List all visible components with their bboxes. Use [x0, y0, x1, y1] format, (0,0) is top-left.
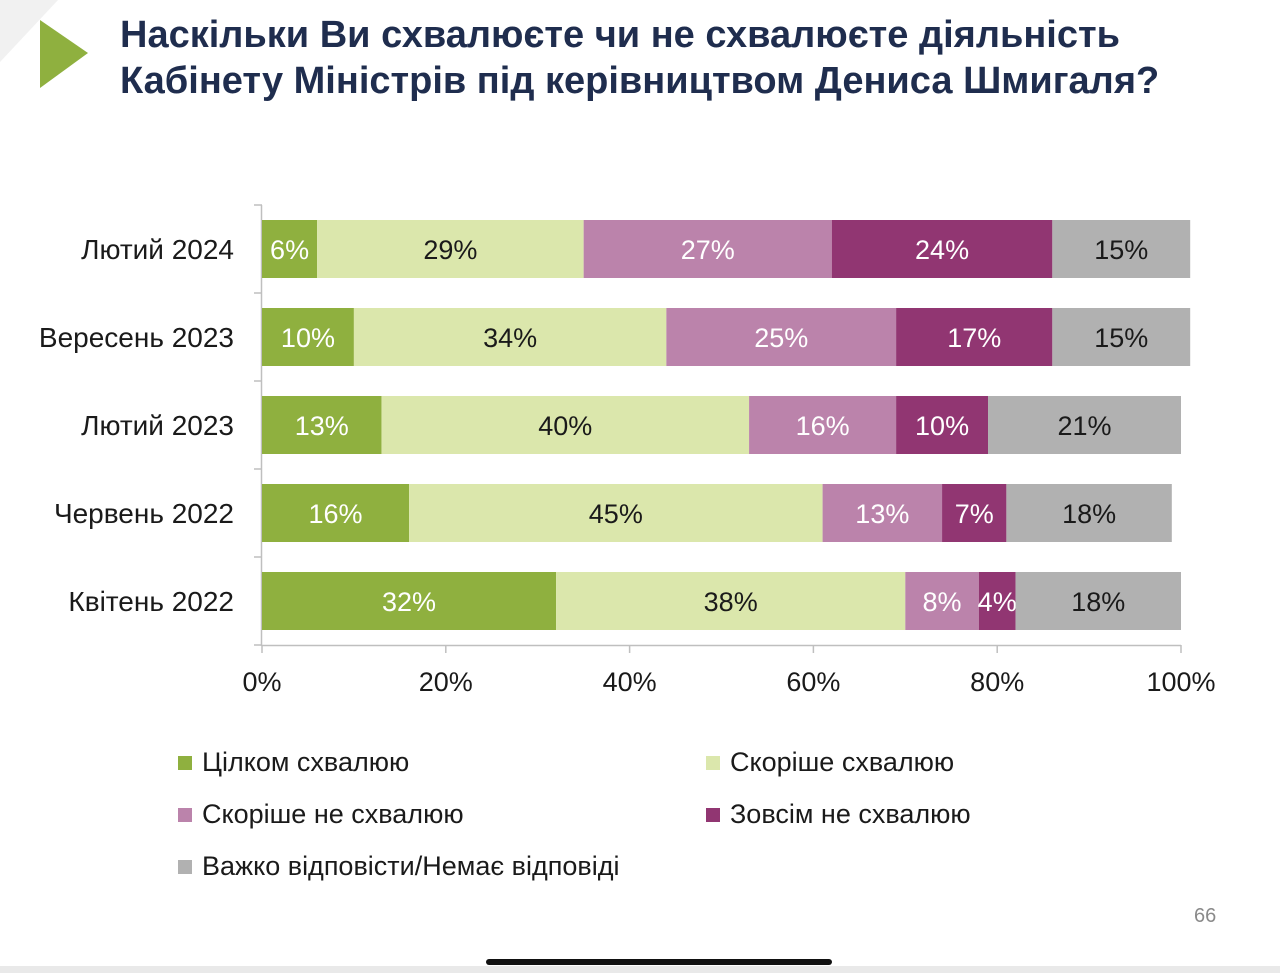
- bar-segment: [353, 308, 667, 366]
- legend-label: Важко відповісти/Немає відповіді: [202, 851, 620, 881]
- data-label: 24%: [915, 235, 969, 265]
- bar-segment: [1006, 484, 1172, 542]
- stacked-bar-chart: 0% 20% 40% 60% 80% 100% Лютий 2024 Вересень 202…: [39, 204, 1216, 697]
- data-label: 6%: [270, 235, 309, 265]
- bar-segment: [896, 396, 989, 454]
- data-label: 4%: [978, 587, 1017, 617]
- data-label: 15%: [1094, 323, 1148, 353]
- data-label: 34%: [483, 323, 537, 353]
- data-label: 8%: [923, 587, 962, 617]
- legend-swatch: [178, 755, 192, 770]
- legend-label: Скоріше не схвалюю: [202, 799, 464, 829]
- bar-segment: [1015, 572, 1181, 630]
- legend-swatch: [706, 807, 720, 822]
- bar-segment: [262, 308, 354, 366]
- bar-segment: [1052, 220, 1191, 278]
- data-label: 18%: [1062, 499, 1116, 529]
- data-label: 15%: [1094, 235, 1148, 265]
- legend-item: Скоріше схвалюю: [706, 747, 954, 778]
- slide-title-line-2: Кабінету Міністрів під керівництвом Дени…: [120, 60, 1160, 102]
- bar-segment: [262, 572, 557, 630]
- home-indicator: [486, 959, 832, 965]
- slide-title: Наскільки Ви схвалюєте чи не схвалюєте д…: [120, 12, 1260, 104]
- data-label: 32%: [382, 587, 436, 617]
- legend-item: Зовсім не схвалюю: [706, 799, 971, 830]
- category-label: Лютий 2024: [81, 234, 234, 265]
- data-label: 29%: [423, 235, 477, 265]
- bar-segment: [822, 484, 943, 542]
- data-label: 7%: [955, 499, 994, 529]
- data-label: 25%: [754, 323, 808, 353]
- legend-swatch: [178, 807, 192, 822]
- data-label: 10%: [915, 411, 969, 441]
- x-tick-label: 80%: [970, 667, 1024, 697]
- bar-segment: [978, 572, 1016, 630]
- data-label: 21%: [1057, 411, 1111, 441]
- data-label: 27%: [681, 235, 735, 265]
- bar-segment: [556, 572, 906, 630]
- data-label: 45%: [589, 499, 643, 529]
- data-label: 13%: [855, 499, 909, 529]
- x-tick-label: 0%: [242, 667, 281, 697]
- legend-item: Цілком схвалюю: [178, 747, 409, 778]
- slide-title-line-1: Наскільки Ви схвалюєте чи не схвалюєте д…: [120, 14, 1120, 56]
- category-label: Квітень 2022: [68, 586, 234, 617]
- bar-segment: [262, 396, 382, 454]
- bar-segment: [583, 220, 832, 278]
- bar-segment: [942, 484, 1007, 542]
- page-number: 66: [1194, 905, 1217, 927]
- bar-segment: [262, 484, 410, 542]
- bar-segment: [988, 396, 1181, 454]
- slide-arrow-icon: [0, 0, 88, 88]
- legend-item: Важко відповісти/Немає відповіді: [178, 851, 619, 882]
- data-label: 16%: [796, 411, 850, 441]
- data-label: 17%: [947, 323, 1001, 353]
- bar-segment: [831, 220, 1053, 278]
- legend-swatch: [178, 859, 192, 874]
- corner-decoration: [0, 0, 58, 62]
- bar-segment: [409, 484, 823, 542]
- bar-segment: [317, 220, 584, 278]
- bar-segment: [262, 220, 318, 278]
- x-tick-label: 40%: [603, 667, 657, 697]
- bar-segment: [666, 308, 897, 366]
- x-tick-label: 100%: [1146, 667, 1215, 697]
- bottom-strip: [0, 966, 1280, 973]
- bar-segment: [905, 572, 979, 630]
- triangle-icon: [40, 20, 88, 88]
- legend-item: Скоріше не схвалюю: [178, 799, 464, 830]
- x-tick-label: 60%: [786, 667, 840, 697]
- legend-label: Цілком схвалюю: [202, 747, 410, 777]
- data-label: 16%: [308, 499, 362, 529]
- data-label: 38%: [704, 587, 758, 617]
- bar-segment: [381, 396, 750, 454]
- bar-segment: [749, 396, 897, 454]
- legend-label: Зовсім не схвалюю: [730, 799, 971, 829]
- x-tick-label: 20%: [419, 667, 473, 697]
- bar-segment: [1052, 308, 1191, 366]
- data-label: 18%: [1071, 587, 1125, 617]
- bar-segment: [896, 308, 1053, 366]
- data-label: 10%: [281, 323, 335, 353]
- legend-label: Скоріше схвалюю: [730, 747, 955, 777]
- category-label: Лютий 2023: [81, 410, 234, 441]
- category-label: Червень 2022: [54, 498, 234, 529]
- category-label: Вересень 2023: [39, 322, 234, 353]
- data-label: 13%: [295, 411, 349, 441]
- data-label: 40%: [538, 411, 592, 441]
- legend-swatch: [706, 755, 720, 770]
